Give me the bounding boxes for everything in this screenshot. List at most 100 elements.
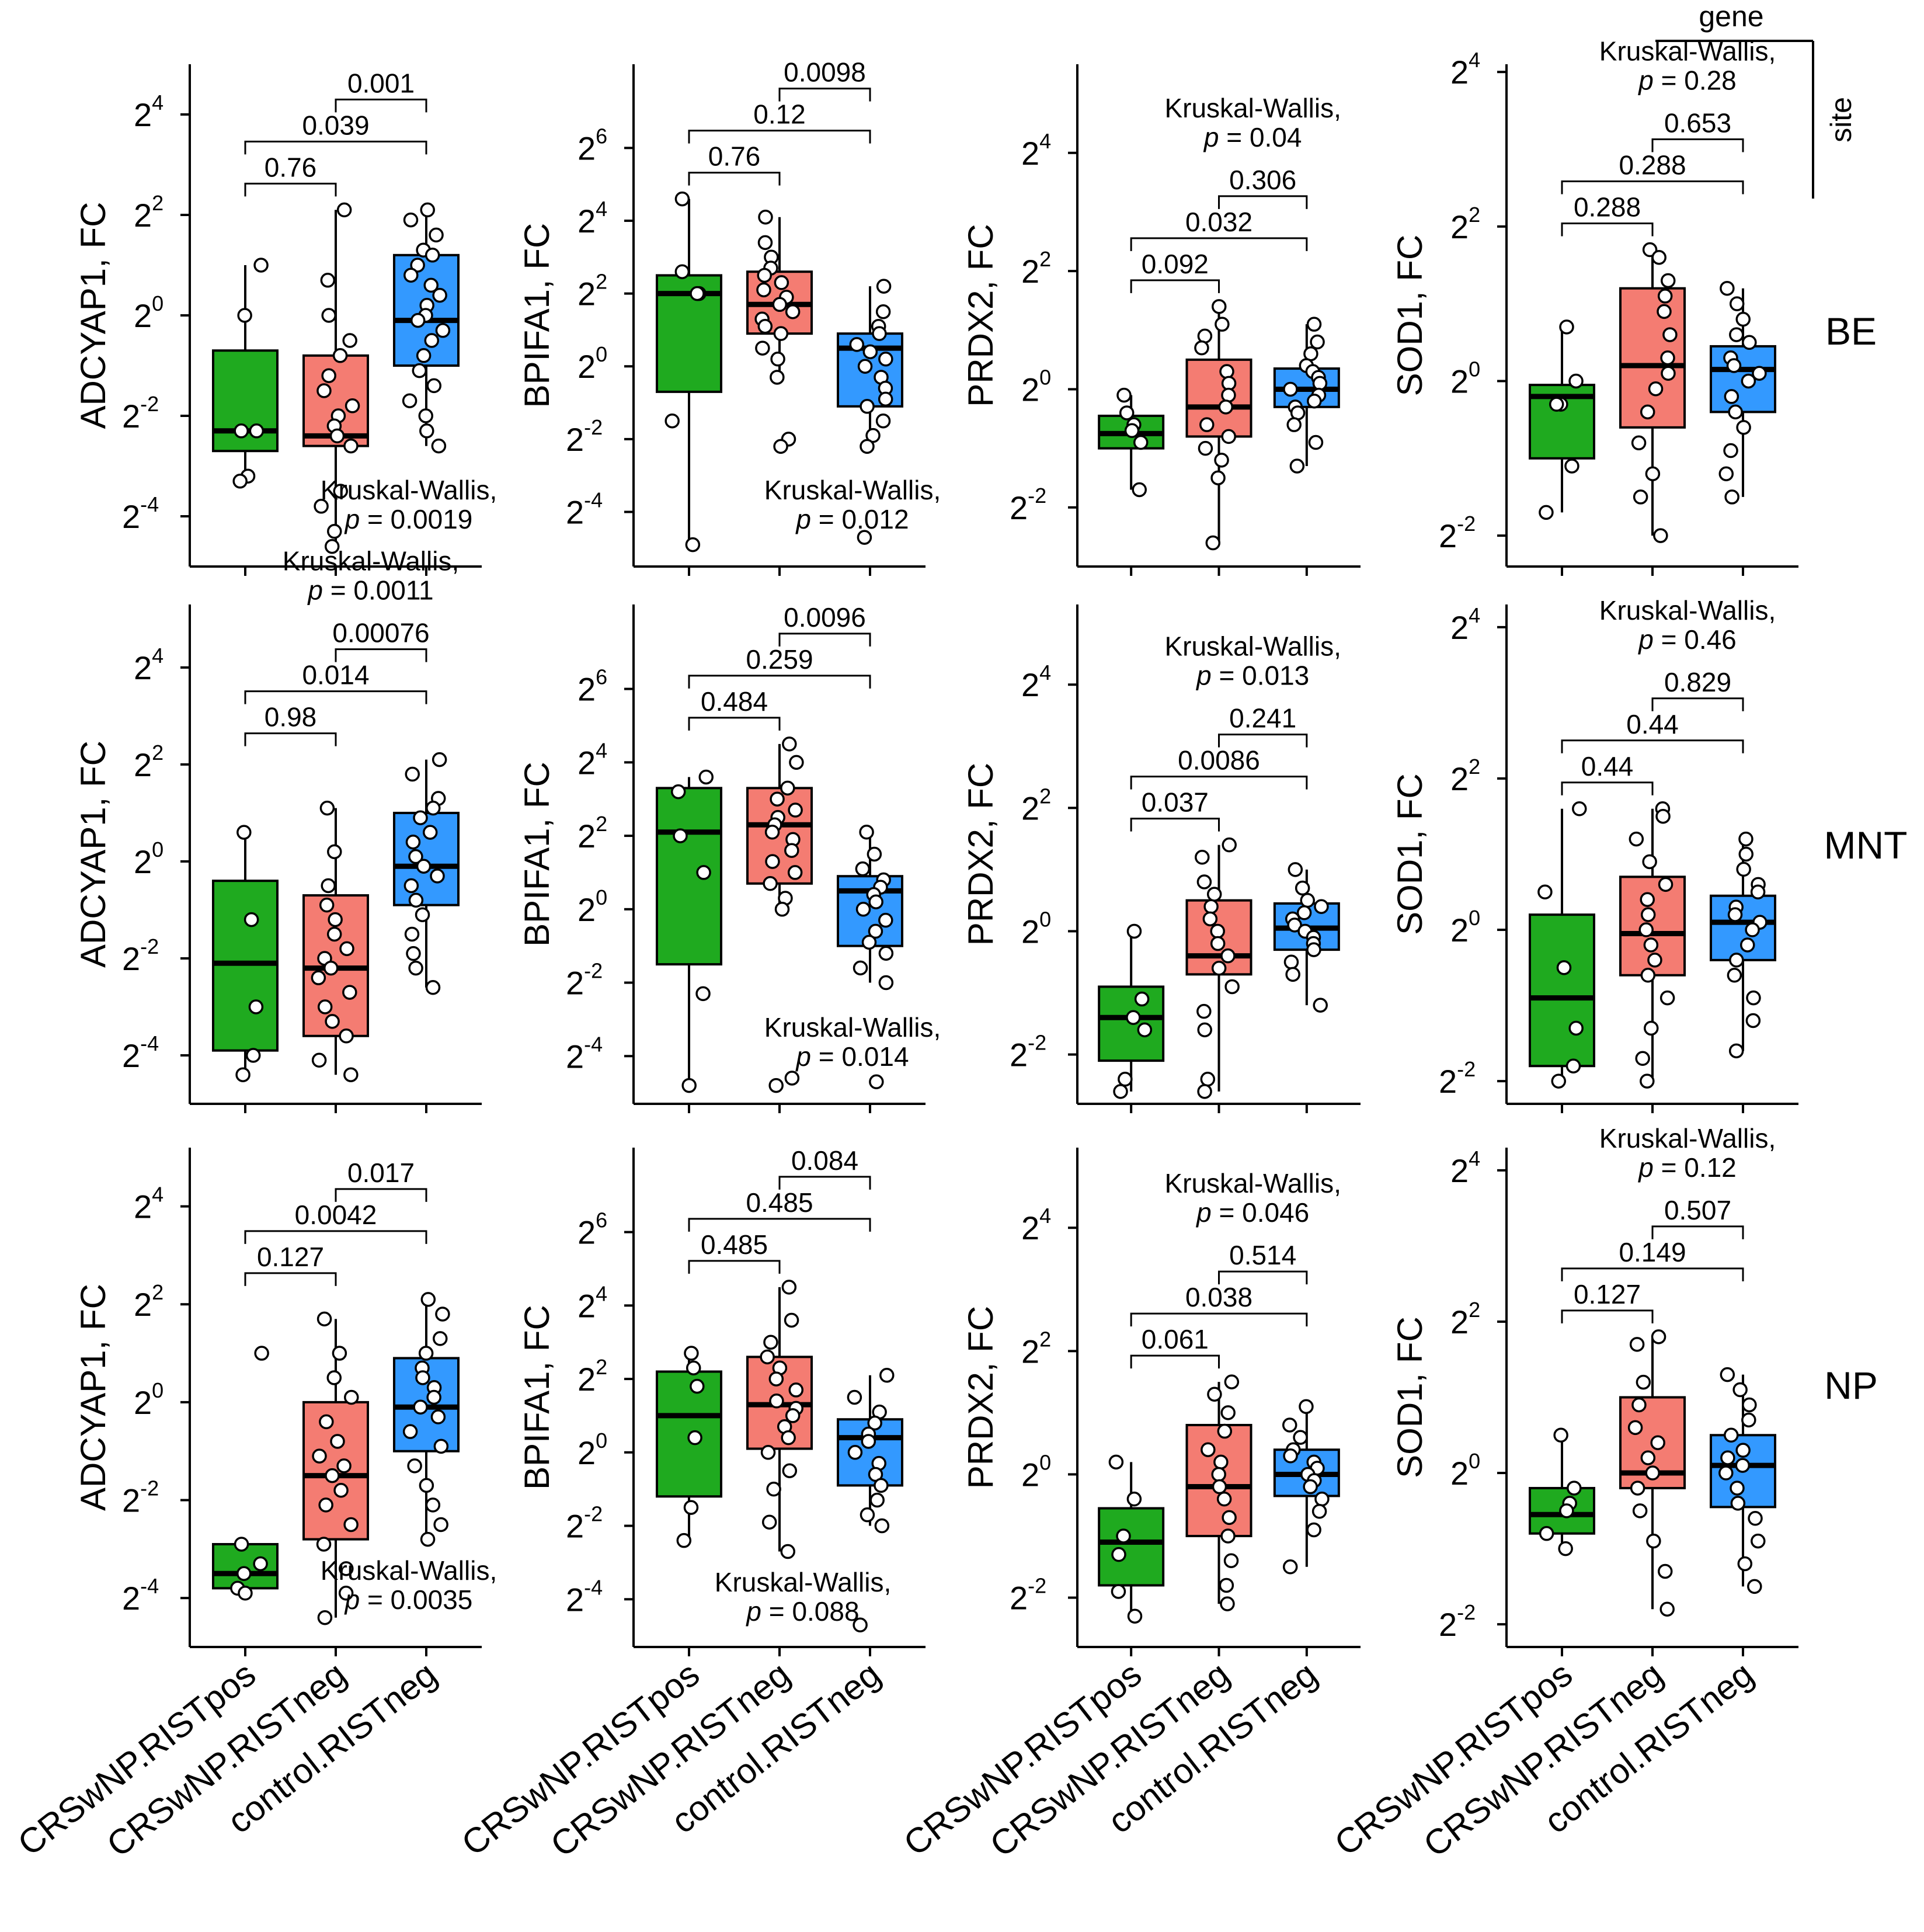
data-point bbox=[685, 537, 701, 553]
data-point bbox=[1296, 905, 1312, 920]
data-point bbox=[1644, 1020, 1659, 1036]
data-point bbox=[782, 1463, 798, 1478]
data-point bbox=[695, 986, 711, 1002]
data-point bbox=[408, 849, 423, 864]
p-value-label: 0.44 bbox=[1626, 709, 1679, 739]
comparison-bracket: 0.829 bbox=[1651, 667, 1744, 711]
data-point bbox=[868, 923, 883, 939]
data-point bbox=[339, 941, 354, 957]
data-point bbox=[320, 273, 336, 288]
data-point bbox=[432, 287, 447, 303]
data-point bbox=[875, 304, 891, 319]
y-tick-label: 22 bbox=[134, 191, 163, 234]
comparison-bracket: 0.017 bbox=[335, 1158, 427, 1202]
comparison-bracket: 0.127 bbox=[1561, 1279, 1654, 1323]
comparison-bracket: 0.092 bbox=[1130, 249, 1220, 293]
data-point bbox=[1197, 1022, 1212, 1038]
kw-p-value: p = 0.46 bbox=[1637, 624, 1737, 655]
data-point bbox=[860, 1507, 875, 1523]
data-point bbox=[1727, 968, 1742, 983]
data-point bbox=[1286, 417, 1302, 432]
kw-title: Kruskal-Wallis, bbox=[283, 546, 459, 576]
data-point bbox=[1216, 1491, 1232, 1507]
data-point bbox=[1568, 1020, 1584, 1036]
y-axis-title: ADCYAP1, FC bbox=[74, 1284, 113, 1511]
data-point bbox=[235, 1067, 250, 1082]
p-value-label: 0.0098 bbox=[784, 57, 866, 88]
data-point bbox=[236, 825, 252, 840]
data-point bbox=[1730, 1481, 1745, 1496]
y-tick-label: 22 bbox=[134, 1280, 163, 1323]
data-point bbox=[1203, 899, 1219, 914]
box-control-ristneg bbox=[1710, 831, 1776, 1059]
kw-p-value: p = 0.04 bbox=[1203, 122, 1302, 152]
data-point bbox=[868, 894, 883, 909]
y-tick-label: 2-2 bbox=[1439, 1600, 1476, 1643]
data-point bbox=[1658, 877, 1674, 892]
data-point bbox=[1219, 1577, 1234, 1593]
data-point bbox=[319, 800, 335, 816]
p-value-label: 0.485 bbox=[701, 1229, 768, 1260]
data-point bbox=[1724, 1427, 1739, 1443]
data-point bbox=[415, 1370, 430, 1385]
data-point bbox=[765, 854, 780, 869]
data-point bbox=[419, 1478, 434, 1493]
y-axis-title: BPIFA1, FC bbox=[517, 762, 556, 947]
data-point bbox=[403, 267, 419, 283]
y-axis-title: PRDX2, FC bbox=[961, 763, 1000, 946]
box-crswnp-ristneg bbox=[746, 736, 813, 1093]
panel-np-adcyap1: 2-4 2-2 20 22 24 ADCYAP1, FC 0.127 0.0042 0.017 K… bbox=[74, 1148, 497, 1656]
data-point bbox=[683, 1500, 699, 1515]
panel-be-sod1: 2-2 20 22 24 SOD1, FC 0.288 0.288 0.653 Kruskal-… bbox=[1390, 36, 1798, 576]
p-value-label: 0.288 bbox=[1574, 192, 1641, 223]
data-point bbox=[1300, 892, 1315, 908]
data-point bbox=[755, 340, 770, 356]
data-point bbox=[1568, 373, 1584, 389]
data-point bbox=[1640, 968, 1656, 983]
data-point bbox=[1133, 435, 1149, 450]
data-point bbox=[774, 902, 790, 917]
y-tick-label: 24 bbox=[577, 1281, 607, 1324]
bracket-line bbox=[688, 1218, 871, 1232]
data-point bbox=[1640, 907, 1656, 922]
data-point bbox=[333, 1483, 349, 1498]
panel-be-prdx2: 2-2 20 22 24 PRDX2, FC 0.092 0.032 0.306 Kruskal… bbox=[961, 64, 1361, 576]
row-labels: BE MNT NP bbox=[1824, 310, 1908, 1407]
box-crswnp-ristneg bbox=[1619, 1329, 1686, 1617]
data-point bbox=[1220, 1405, 1236, 1420]
p-value-label: 0.484 bbox=[701, 686, 768, 717]
data-point bbox=[329, 428, 345, 444]
kruskal-wallis-annotation: Kruskal-Wallis,p = 0.046 bbox=[1164, 1168, 1341, 1228]
data-point bbox=[424, 333, 440, 348]
data-point bbox=[339, 1028, 354, 1044]
data-point bbox=[248, 999, 264, 1014]
data-point bbox=[1655, 808, 1671, 824]
y-tick-label: 26 bbox=[577, 1208, 607, 1251]
data-point bbox=[325, 1014, 340, 1029]
y-axis-title: PRDX2, FC bbox=[961, 224, 1000, 406]
data-point bbox=[408, 892, 424, 908]
data-point bbox=[316, 383, 332, 398]
bracket-line bbox=[1130, 1354, 1220, 1369]
data-point bbox=[847, 1445, 863, 1460]
bracket-line bbox=[1561, 781, 1654, 795]
data-point bbox=[420, 1292, 436, 1307]
bracket-line bbox=[1130, 1312, 1308, 1327]
data-point bbox=[757, 235, 773, 251]
data-point bbox=[1539, 505, 1554, 520]
data-point bbox=[432, 752, 447, 767]
kw-title: Kruskal-Wallis, bbox=[1599, 36, 1776, 67]
data-point bbox=[1306, 317, 1322, 332]
data-point bbox=[420, 202, 435, 218]
bracket-line bbox=[244, 140, 427, 155]
data-point bbox=[1627, 1420, 1643, 1436]
y-tick-label: 2-2 bbox=[1010, 484, 1046, 526]
data-point bbox=[769, 1394, 784, 1409]
data-point bbox=[861, 1434, 876, 1449]
data-point bbox=[433, 1331, 448, 1346]
data-point bbox=[1735, 1458, 1751, 1473]
data-point bbox=[785, 1408, 801, 1423]
kw-title: Kruskal-Wallis, bbox=[1164, 93, 1341, 123]
panel-grid: 2-4 2-2 20 22 24 ADCYAP1, FC 0.76 0.039 0.001 Kru… bbox=[74, 36, 1798, 1656]
box-crswnp-ristpos bbox=[212, 1346, 279, 1601]
